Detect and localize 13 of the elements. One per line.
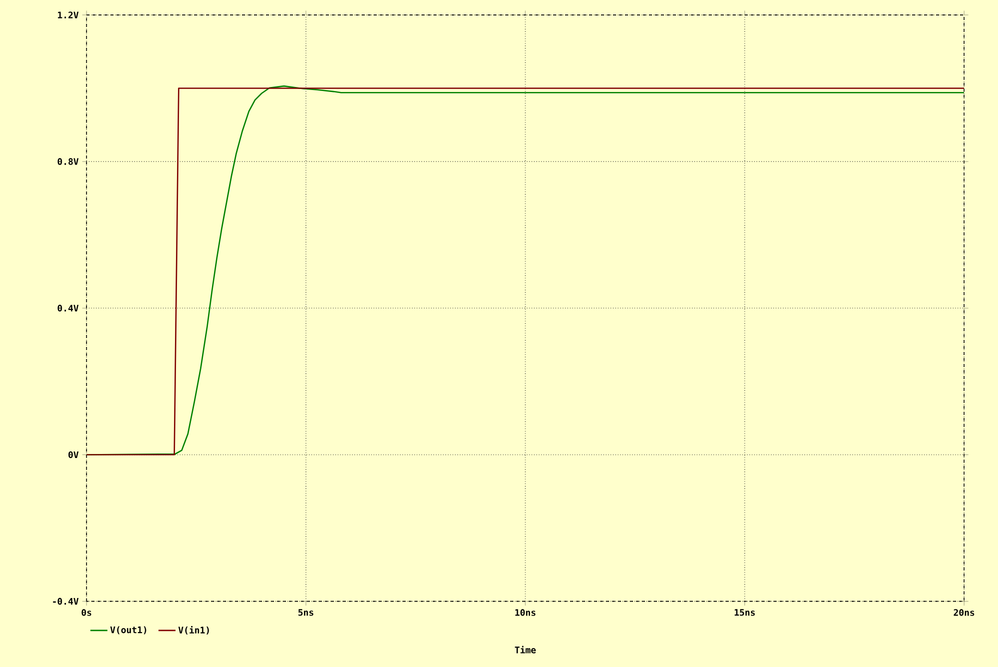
x-tick-label: 20ns bbox=[954, 609, 974, 616]
legend-label: V(in1) bbox=[178, 626, 209, 634]
x-tick-label: 15ns bbox=[734, 609, 755, 616]
y-tick-label: 1.2V bbox=[58, 12, 79, 18]
x-axis-title: Time bbox=[514, 646, 536, 654]
x-tick-label: 5ns bbox=[298, 609, 314, 616]
y-tick-label: -0.4V bbox=[53, 598, 79, 605]
legend-label: V(out1) bbox=[110, 626, 146, 634]
x-tick-label: 10ns bbox=[515, 609, 536, 616]
y-tick-label: 0.4V bbox=[58, 304, 79, 312]
x-tick-label: 0s bbox=[82, 609, 92, 616]
y-tick-label: 0.8V bbox=[58, 158, 79, 165]
y-tick-label: 0V bbox=[68, 451, 79, 458]
